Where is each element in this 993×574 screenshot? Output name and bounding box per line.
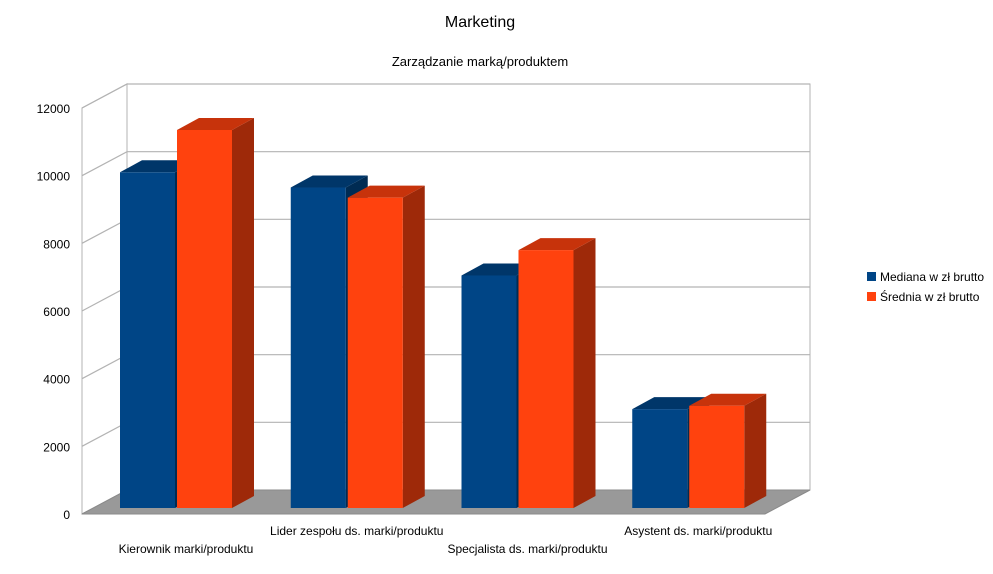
y-tick-label: 8000 <box>43 237 70 251</box>
x-axis-labels: Kierownik marki/produktu Lider zespołu ds… <box>119 524 773 556</box>
bar-front <box>290 187 346 508</box>
bar-top <box>347 185 425 198</box>
y-tick-label: 4000 <box>43 373 70 387</box>
legend-swatch <box>867 292 876 301</box>
chart-title: Marketing <box>445 14 515 31</box>
bar-front <box>689 405 745 508</box>
legend-label: Średnia w zł brutto <box>880 289 980 304</box>
y-tick-label: 2000 <box>43 440 70 454</box>
bar <box>177 117 254 508</box>
bar-top <box>689 393 767 406</box>
bar <box>518 238 596 508</box>
bar-front <box>120 172 175 509</box>
legend-label: Mediana w zł brutto <box>880 270 984 284</box>
y-axis: 0 2000 4000 6000 8000 10000 12000 <box>37 102 71 522</box>
legend-swatch <box>867 272 876 281</box>
bar <box>347 185 425 509</box>
y-tick-label: 10000 <box>37 170 71 184</box>
legend-item: Mediana w zł brutto <box>867 270 984 284</box>
bar-front <box>177 129 232 508</box>
bar-top <box>290 175 368 188</box>
category-label: Lider zespołu ds. marki/produktu <box>270 524 443 538</box>
bars <box>120 117 767 509</box>
chart-subtitle: Zarządzanie marką/produktem <box>392 54 568 69</box>
bar-top <box>518 238 596 251</box>
bar-side <box>573 238 596 508</box>
bar-side <box>402 185 425 509</box>
bar-front <box>518 250 574 508</box>
category-label: Specjalista ds. marki/produktu <box>447 542 607 556</box>
bar-front <box>461 275 517 508</box>
bar-top <box>177 117 254 130</box>
legend-item: Średnia w zł brutto <box>867 289 980 304</box>
y-tick-label: 0 <box>63 508 70 522</box>
bar-side <box>744 393 767 508</box>
y-tick-label: 12000 <box>37 102 71 116</box>
legend: Mediana w zł brutto Średnia w zł brutto <box>867 270 984 304</box>
y-tick-label: 6000 <box>43 305 70 319</box>
category-label: Asystent ds. marki/produktu <box>624 524 772 538</box>
floor <box>81 489 811 515</box>
bar-front <box>632 409 688 508</box>
gridline <box>81 83 810 109</box>
bar <box>689 393 767 508</box>
bar-front <box>347 197 403 509</box>
gridline <box>81 151 810 177</box>
category-label: Kierownik marki/produktu <box>119 542 254 556</box>
bar-side <box>232 117 254 508</box>
